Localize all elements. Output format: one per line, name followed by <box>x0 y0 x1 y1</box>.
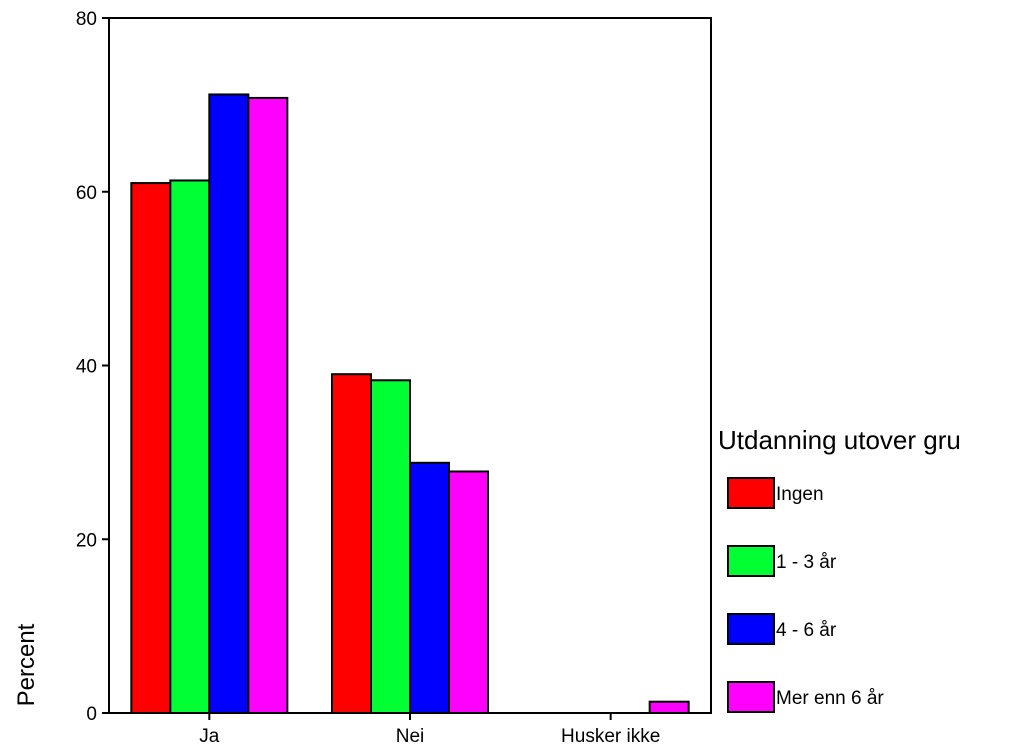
x-axis: Ja Nei Husker ikke <box>199 713 660 747</box>
legend-swatch <box>727 613 775 645</box>
legend-label: 1 - 3 år <box>776 552 837 573</box>
y-tick-label: 0 <box>86 704 97 725</box>
y-tick-label: 60 <box>76 183 97 204</box>
bar <box>208 93 250 714</box>
legend-swatch <box>727 545 775 577</box>
legend: Ingen 1 - 3 år 4 - 6 år Mer enn 6 år <box>727 477 884 713</box>
x-tick-label: Nei <box>396 726 425 747</box>
bars <box>130 93 690 715</box>
y-tick-label: 80 <box>76 9 97 30</box>
legend-swatch <box>727 477 775 509</box>
x-tick-label: Ja <box>199 726 220 747</box>
y-tick-label: 40 <box>76 357 97 378</box>
bar <box>448 470 489 714</box>
legend-label: Mer enn 6 år <box>776 688 884 709</box>
x-tick-label: Husker ikke <box>561 726 660 747</box>
legend-swatch <box>727 681 775 713</box>
bar <box>247 96 289 715</box>
bar <box>169 179 211 715</box>
y-axis: 0 20 40 60 80 <box>76 9 109 725</box>
legend-label: 4 - 6 år <box>776 620 837 641</box>
legend-title: Utdanning utover gru <box>718 425 961 455</box>
bar <box>409 461 450 714</box>
bar <box>370 379 411 714</box>
legend-label: Ingen <box>776 484 824 505</box>
y-tick-label: 20 <box>76 530 97 551</box>
bar <box>130 182 172 714</box>
bar <box>331 373 372 714</box>
y-axis-label: Percent <box>13 623 40 706</box>
bar <box>648 700 690 714</box>
